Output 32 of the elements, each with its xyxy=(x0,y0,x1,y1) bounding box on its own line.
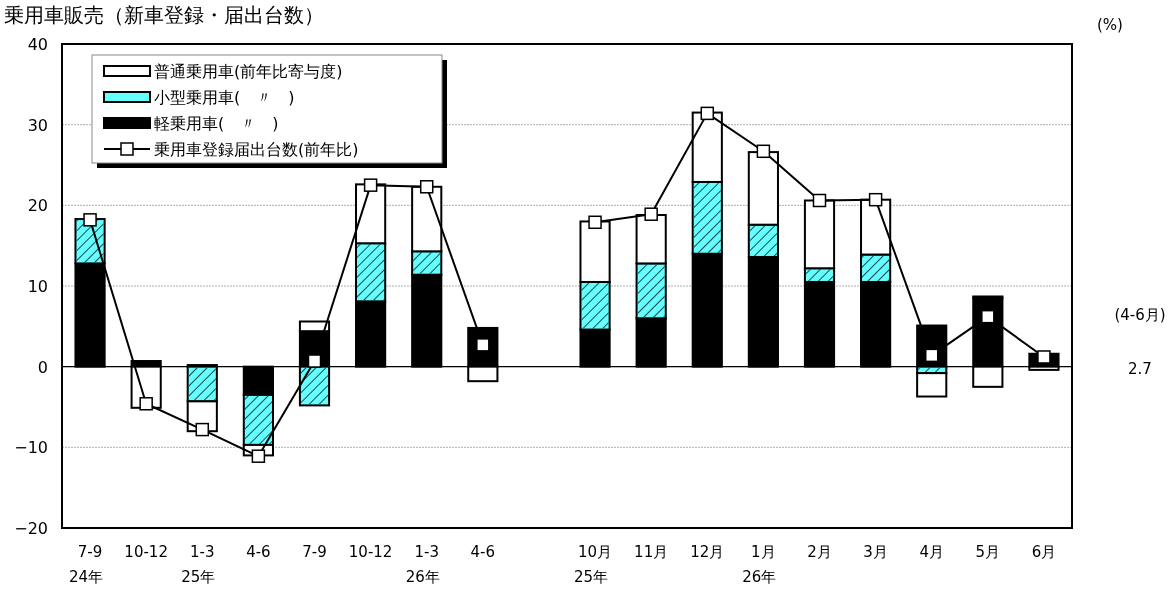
x-tick-label: 10-12 xyxy=(124,543,168,561)
text: 2.7 xyxy=(1128,360,1152,378)
text: (4-6月) xyxy=(1114,306,1166,324)
x-tick-label: 1-3 26年 xyxy=(405,543,440,586)
x-tick-label: 7-9 24年 xyxy=(69,543,104,586)
x-tick-label: 10-12 xyxy=(348,543,393,561)
x-tick-label: 4-6 xyxy=(246,543,271,561)
legend-label: 普通乗用車(前年比寄与度) xyxy=(154,62,343,81)
chart-title: 乗用車販売（新車登録・届出台数） xyxy=(4,3,324,27)
x-tick-label: 1-3 25年 xyxy=(181,543,216,586)
text: (%) xyxy=(1097,16,1123,34)
x-tick-label: 11月 xyxy=(634,543,669,561)
y-tick-label: 20 xyxy=(27,196,48,216)
x-tick-label: 2月 xyxy=(807,543,832,561)
x-tick-label: 1月 26年 xyxy=(742,543,777,586)
y-tick-label: −10 xyxy=(14,438,48,458)
x-tick-label: 3月 xyxy=(863,543,888,561)
y-tick-label: 0 xyxy=(37,357,48,377)
x-tick-label: 12月 xyxy=(690,543,725,561)
y-tick-label: 40 xyxy=(27,35,48,54)
x-tick-label: 4-6 xyxy=(470,543,496,561)
x-tick-label: 7-9 xyxy=(302,543,327,561)
legend-label: 乗用車登録届出台数(前年比) xyxy=(154,140,359,159)
x-tick-label: 10月 25年 xyxy=(574,543,613,586)
x-tick-label: 5月 xyxy=(975,543,1001,561)
x-tick-label: 4月 xyxy=(919,543,944,561)
y-tick-label: 10 xyxy=(27,277,48,296)
legend-label: 小型乗用車( 〃 ) xyxy=(154,88,295,107)
y-tick-label: −20 xyxy=(14,519,48,538)
x-tick-label: 6月 xyxy=(1031,543,1057,561)
legend-label: 軽乗用車( 〃 ) xyxy=(154,114,279,133)
y-tick-label: 30 xyxy=(27,115,48,135)
